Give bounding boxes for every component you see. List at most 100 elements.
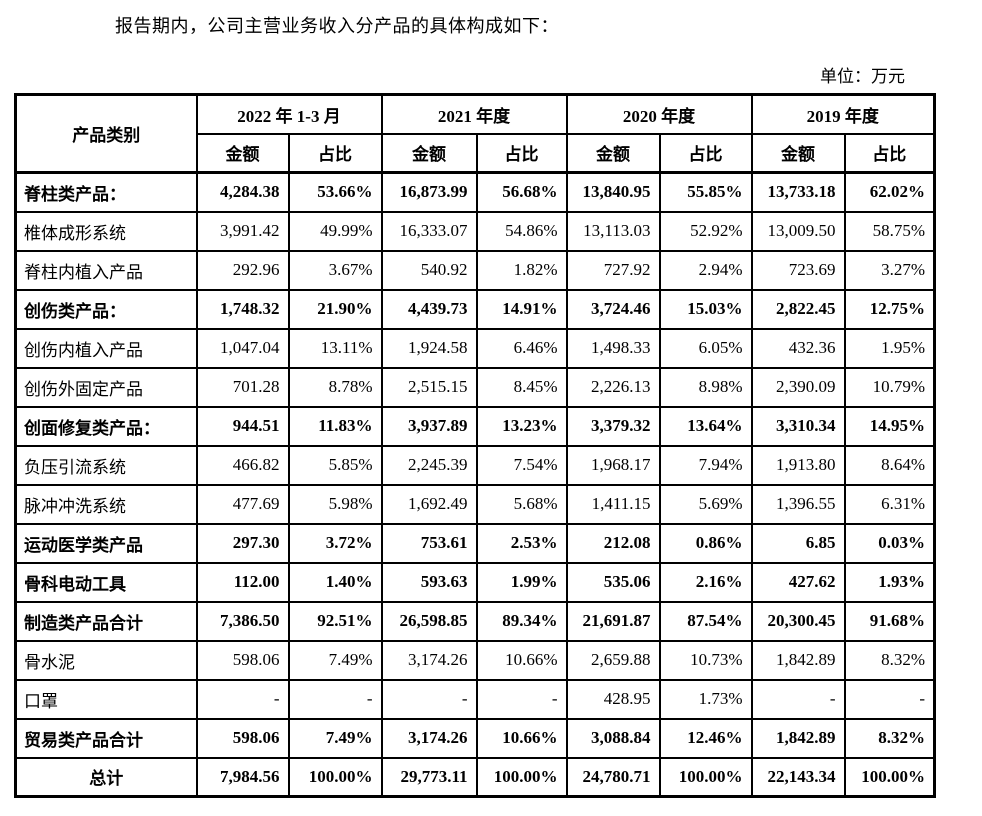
ratio-cell: 6.46% bbox=[475, 327, 568, 369]
amount-cell: 112.00 bbox=[195, 561, 290, 603]
ratio-cell: 7.49% bbox=[287, 639, 383, 681]
amount-cell: 13,009.50 bbox=[750, 210, 846, 252]
amount-cell: 2,659.88 bbox=[565, 639, 661, 681]
amount-cell: 7,984.56 bbox=[195, 756, 290, 798]
table-row: 脊柱内植入产品 292.96 3.67% 540.92 1.82% 727.92 2.94%… bbox=[14, 249, 936, 291]
amount-cell: 1,913.80 bbox=[750, 444, 846, 486]
amount-cell: 1,968.17 bbox=[565, 444, 661, 486]
row-label: 椎体成形系统 bbox=[14, 210, 198, 252]
intro-text: 报告期内，公司主营业务收入分产品的具体构成如下： bbox=[115, 16, 559, 36]
header-amount: 金额 bbox=[565, 132, 661, 174]
amount-cell: 4,439.73 bbox=[380, 288, 478, 330]
row-label: 脉冲冲洗系统 bbox=[14, 483, 198, 525]
ratio-cell: 12.75% bbox=[843, 288, 936, 330]
amount-cell: 3,310.34 bbox=[750, 405, 846, 447]
amount-cell: 21,691.87 bbox=[565, 600, 661, 642]
ratio-cell: 91.68% bbox=[843, 600, 936, 642]
table-row: 运动医学类产品 297.30 3.72% 753.61 2.53% 212.08 0.86%… bbox=[14, 522, 936, 564]
table-row: 创伤内植入产品 1,047.04 13.11% 1,924.58 6.46% 1,498.… bbox=[14, 327, 936, 369]
table-row: 负压引流系统 466.82 5.85% 2,245.39 7.54% 1,968.17 7.… bbox=[14, 444, 936, 486]
ratio-cell: 8.32% bbox=[843, 639, 936, 681]
ratio-cell: 8.98% bbox=[658, 366, 753, 408]
ratio-cell: 7.94% bbox=[658, 444, 753, 486]
ratio-cell: 100.00% bbox=[658, 756, 753, 798]
row-label: 脊柱类产品： bbox=[14, 171, 198, 213]
amount-cell: 3,937.89 bbox=[380, 405, 478, 447]
header-period: 2020 年度 bbox=[565, 93, 753, 135]
ratio-cell: 55.85% bbox=[658, 171, 753, 213]
amount-cell: 3,991.42 bbox=[195, 210, 290, 252]
row-label: 脊柱内植入产品 bbox=[14, 249, 198, 291]
ratio-cell: 49.99% bbox=[287, 210, 383, 252]
amount-cell: 1,842.89 bbox=[750, 717, 846, 759]
ratio-cell: 15.03% bbox=[658, 288, 753, 330]
ratio-cell: 54.86% bbox=[475, 210, 568, 252]
header-ratio: 占比 bbox=[475, 132, 568, 174]
amount-cell: 477.69 bbox=[195, 483, 290, 525]
amount-cell: 427.62 bbox=[750, 561, 846, 603]
ratio-cell: 5.69% bbox=[658, 483, 753, 525]
ratio-cell: 7.54% bbox=[475, 444, 568, 486]
unit-label: 单位：万元 bbox=[820, 67, 905, 86]
ratio-cell: 12.46% bbox=[658, 717, 753, 759]
table-row: 贸易类产品合计 598.06 7.49% 3,174.26 10.66% 3,088.84… bbox=[14, 717, 936, 759]
amount-cell: 598.06 bbox=[195, 639, 290, 681]
ratio-cell: 1.73% bbox=[658, 678, 753, 720]
amount-cell: 2,822.45 bbox=[750, 288, 846, 330]
row-label: 创伤类产品： bbox=[14, 288, 198, 330]
header-amount: 金额 bbox=[380, 132, 478, 174]
amount-cell: 3,174.26 bbox=[380, 639, 478, 681]
amount-cell: 593.63 bbox=[380, 561, 478, 603]
header-ratio: 占比 bbox=[843, 132, 936, 174]
table-row: 脊柱类产品： 4,284.38 53.66% 16,873.99 56.68% 13,84… bbox=[14, 171, 936, 213]
amount-cell: 212.08 bbox=[565, 522, 661, 564]
amount-cell: 466.82 bbox=[195, 444, 290, 486]
ratio-cell: 1.99% bbox=[475, 561, 568, 603]
ratio-cell: 8.32% bbox=[843, 717, 936, 759]
amount-cell: 13,840.95 bbox=[565, 171, 661, 213]
amount-cell: 2,245.39 bbox=[380, 444, 478, 486]
ratio-cell: 52.92% bbox=[658, 210, 753, 252]
row-label: 骨水泥 bbox=[14, 639, 198, 681]
amount-cell: 292.96 bbox=[195, 249, 290, 291]
ratio-cell: 2.16% bbox=[658, 561, 753, 603]
ratio-cell: 13.64% bbox=[658, 405, 753, 447]
ratio-cell: 100.00% bbox=[287, 756, 383, 798]
amount-cell: 2,390.09 bbox=[750, 366, 846, 408]
ratio-cell: 1.93% bbox=[843, 561, 936, 603]
amount-cell: 22,143.34 bbox=[750, 756, 846, 798]
table-row: 口罩 - - - -428.95 1.73% - - bbox=[14, 678, 936, 720]
header-period: 2021 年度 bbox=[380, 93, 568, 135]
ratio-cell: 10.66% bbox=[475, 639, 568, 681]
amount-cell: 13,113.03 bbox=[565, 210, 661, 252]
amount-cell: 1,498.33 bbox=[565, 327, 661, 369]
amount-cell: 16,873.99 bbox=[380, 171, 478, 213]
row-label: 贸易类产品合计 bbox=[14, 717, 198, 759]
amount-cell: 24,780.71 bbox=[565, 756, 661, 798]
ratio-cell: 11.83% bbox=[287, 405, 383, 447]
table-row: 创伤外固定产品 701.28 8.78% 2,515.15 8.45% 2,226.13 8… bbox=[14, 366, 936, 408]
row-label: 总计 bbox=[14, 756, 198, 798]
ratio-cell: 10.79% bbox=[843, 366, 936, 408]
ratio-cell: - bbox=[287, 678, 383, 720]
ratio-cell: 14.91% bbox=[475, 288, 568, 330]
amount-cell: 1,748.32 bbox=[195, 288, 290, 330]
amount-cell: 1,047.04 bbox=[195, 327, 290, 369]
table-row: 创面修复类产品： 944.51 11.83% 3,937.89 13.23% 3,379.… bbox=[14, 405, 936, 447]
header-category: 产品类别 bbox=[14, 93, 198, 174]
ratio-cell: 8.64% bbox=[843, 444, 936, 486]
header-period: 2019 年度 bbox=[750, 93, 936, 135]
amount-cell: 723.69 bbox=[750, 249, 846, 291]
amount-cell: 1,842.89 bbox=[750, 639, 846, 681]
amount-cell: 2,226.13 bbox=[565, 366, 661, 408]
ratio-cell: 1.95% bbox=[843, 327, 936, 369]
amount-cell: 753.61 bbox=[380, 522, 478, 564]
amount-cell: 428.95 bbox=[565, 678, 661, 720]
ratio-cell: 10.73% bbox=[658, 639, 753, 681]
ratio-cell: 0.03% bbox=[843, 522, 936, 564]
amount-cell: 944.51 bbox=[195, 405, 290, 447]
amount-cell: 20,300.45 bbox=[750, 600, 846, 642]
header-subrow: 金额 占比 金额 占比 金额 占比 金额 占比 bbox=[16, 132, 936, 174]
table-row: 骨水泥 598.06 7.49% 3,174.26 10.66% 2,659.88 10.7… bbox=[14, 639, 936, 681]
ratio-cell: 6.31% bbox=[843, 483, 936, 525]
